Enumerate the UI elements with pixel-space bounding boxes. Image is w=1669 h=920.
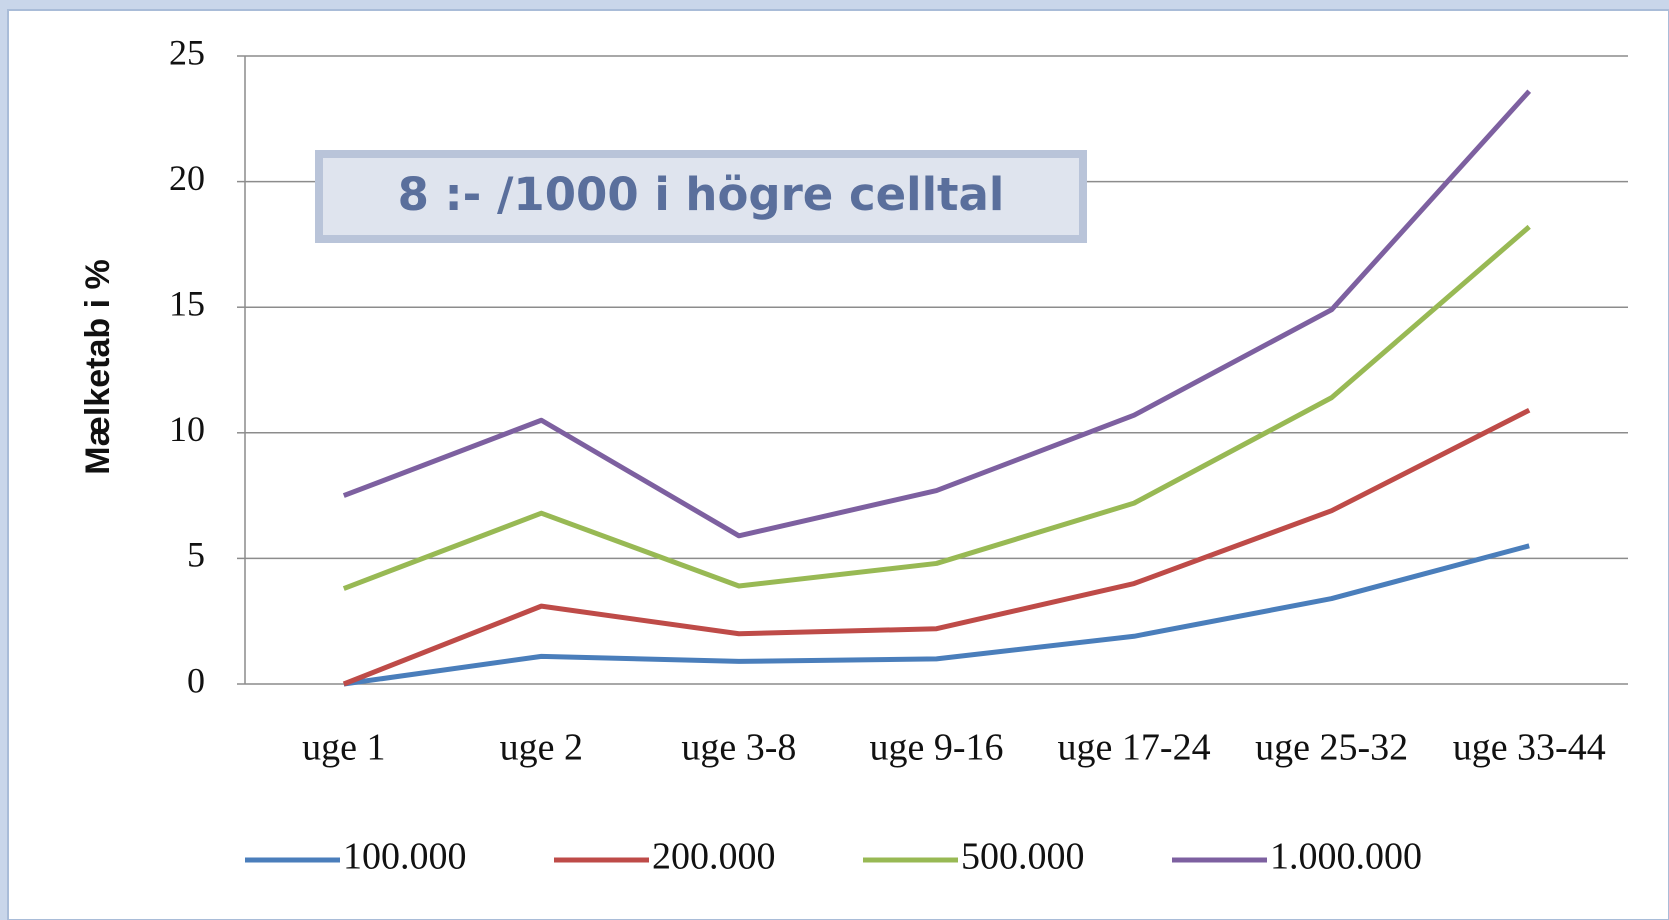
x-tick-label: uge 17-24	[1058, 727, 1211, 769]
x-tick-label: uge 9-16	[869, 727, 1003, 769]
x-tick-label: uge 1	[302, 727, 385, 769]
series-line	[342, 89, 1532, 539]
y-tick-label: 20	[169, 158, 205, 198]
legend-label: 500.000	[961, 836, 1085, 878]
y-axis-label: Mælketab i %	[79, 259, 117, 474]
y-tick-label: 5	[187, 535, 205, 575]
legend-label: 200.000	[652, 836, 776, 878]
y-tick-label: 25	[169, 32, 205, 72]
series-line	[343, 543, 1530, 687]
annotation-box	[315, 150, 1087, 243]
x-tick-label: uge 33-44	[1453, 727, 1606, 769]
annotation: 8 :- /1000 i högre celltal	[398, 168, 1005, 221]
y-tick-label: 10	[169, 409, 205, 449]
x-tick-label: uge 2	[500, 727, 583, 769]
series-line	[342, 407, 1531, 687]
legend-label: 100.000	[343, 836, 467, 878]
y-tick-label: 15	[169, 283, 205, 323]
legend-label: 1.000.000	[1270, 836, 1422, 878]
y-tick-label: 0	[187, 660, 205, 700]
series-line	[342, 224, 1531, 591]
x-tick-label: uge 25-32	[1255, 727, 1408, 769]
x-tick-label: uge 3-8	[681, 727, 796, 769]
